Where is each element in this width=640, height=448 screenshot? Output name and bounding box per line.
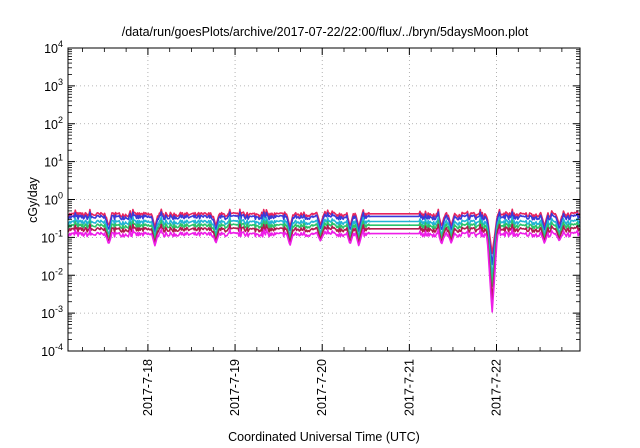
series-layer bbox=[67, 208, 581, 313]
y-tick-label: 10-1 bbox=[41, 228, 63, 245]
x-axis-label: Coordinated Universal Time (UTC) bbox=[228, 430, 420, 444]
y-tick-label: 10-3 bbox=[41, 304, 63, 321]
y-axis: 10-4 10-3 10-2 10-1 100 101 102 103 104 bbox=[41, 39, 580, 359]
x-axis: 2017-7-18 2017-7-19 2017-7-20 2017-7-21 2017… bbox=[82, 48, 563, 416]
x-tick-label: 2017-7-22 bbox=[490, 359, 504, 416]
x-tick-label: 2017-7-20 bbox=[315, 359, 329, 416]
x-tick-label: 2017-7-19 bbox=[228, 359, 242, 416]
y-tick-label: 103 bbox=[44, 77, 63, 94]
y-tick-label: 10-4 bbox=[41, 342, 63, 359]
y-tick-label: 101 bbox=[44, 153, 63, 170]
y-axis-label: cGy/day bbox=[26, 176, 40, 223]
y-tick-label: 104 bbox=[44, 39, 63, 56]
chart-title: /data/run/goesPlots/archive/2017-07-22/2… bbox=[122, 25, 529, 39]
series-line-6 bbox=[67, 228, 581, 313]
y-tick-label: 10-2 bbox=[41, 266, 63, 283]
x-tick-label: 2017-7-18 bbox=[141, 359, 155, 416]
x-tick-label: 2017-7-21 bbox=[402, 359, 416, 416]
y-tick-label: 100 bbox=[44, 191, 63, 208]
chart-grid bbox=[68, 48, 580, 351]
y-tick-label: 102 bbox=[44, 115, 63, 132]
